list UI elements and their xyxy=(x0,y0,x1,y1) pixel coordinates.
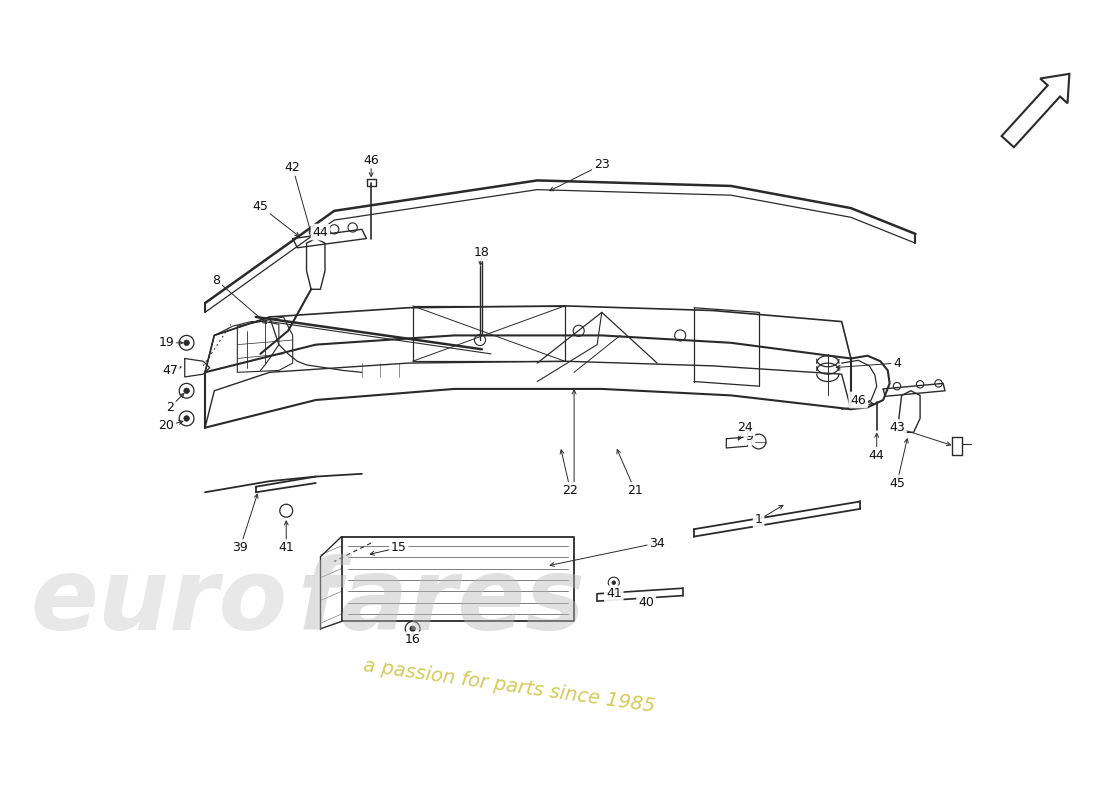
Text: 34: 34 xyxy=(649,537,666,550)
Text: 23: 23 xyxy=(594,158,609,171)
Text: 43: 43 xyxy=(889,421,905,434)
Text: fares: fares xyxy=(297,554,585,651)
Circle shape xyxy=(184,340,189,346)
Text: 44: 44 xyxy=(312,226,328,238)
Text: 40: 40 xyxy=(638,597,654,610)
Circle shape xyxy=(184,388,189,394)
Text: 47: 47 xyxy=(162,364,178,377)
Text: euro: euro xyxy=(31,554,288,651)
Text: 41: 41 xyxy=(278,541,294,554)
Text: 16: 16 xyxy=(405,634,420,646)
Text: 22: 22 xyxy=(562,484,579,497)
Text: 15: 15 xyxy=(390,541,407,554)
Text: 44: 44 xyxy=(869,449,884,462)
Text: 2: 2 xyxy=(166,401,174,414)
FancyArrow shape xyxy=(1002,74,1069,147)
Circle shape xyxy=(410,626,416,631)
Text: 46: 46 xyxy=(363,154,379,166)
Text: 45: 45 xyxy=(889,477,905,490)
Text: 3: 3 xyxy=(570,484,578,497)
Text: 8: 8 xyxy=(212,274,220,286)
Text: a passion for parts since 1985: a passion for parts since 1985 xyxy=(362,656,657,716)
Text: 19: 19 xyxy=(158,336,174,350)
Circle shape xyxy=(184,416,189,422)
Text: 42: 42 xyxy=(285,161,300,174)
Text: 4: 4 xyxy=(893,357,901,370)
Text: 1: 1 xyxy=(755,514,762,526)
Text: 45: 45 xyxy=(253,200,268,213)
Text: 24: 24 xyxy=(737,421,752,434)
Circle shape xyxy=(612,581,616,585)
Text: 9: 9 xyxy=(746,430,754,443)
Text: 46: 46 xyxy=(850,394,866,406)
Text: 21: 21 xyxy=(627,484,642,497)
Text: 39: 39 xyxy=(232,541,248,554)
Text: 18: 18 xyxy=(474,246,490,259)
Text: 20: 20 xyxy=(158,419,174,432)
Text: 41: 41 xyxy=(606,587,621,600)
